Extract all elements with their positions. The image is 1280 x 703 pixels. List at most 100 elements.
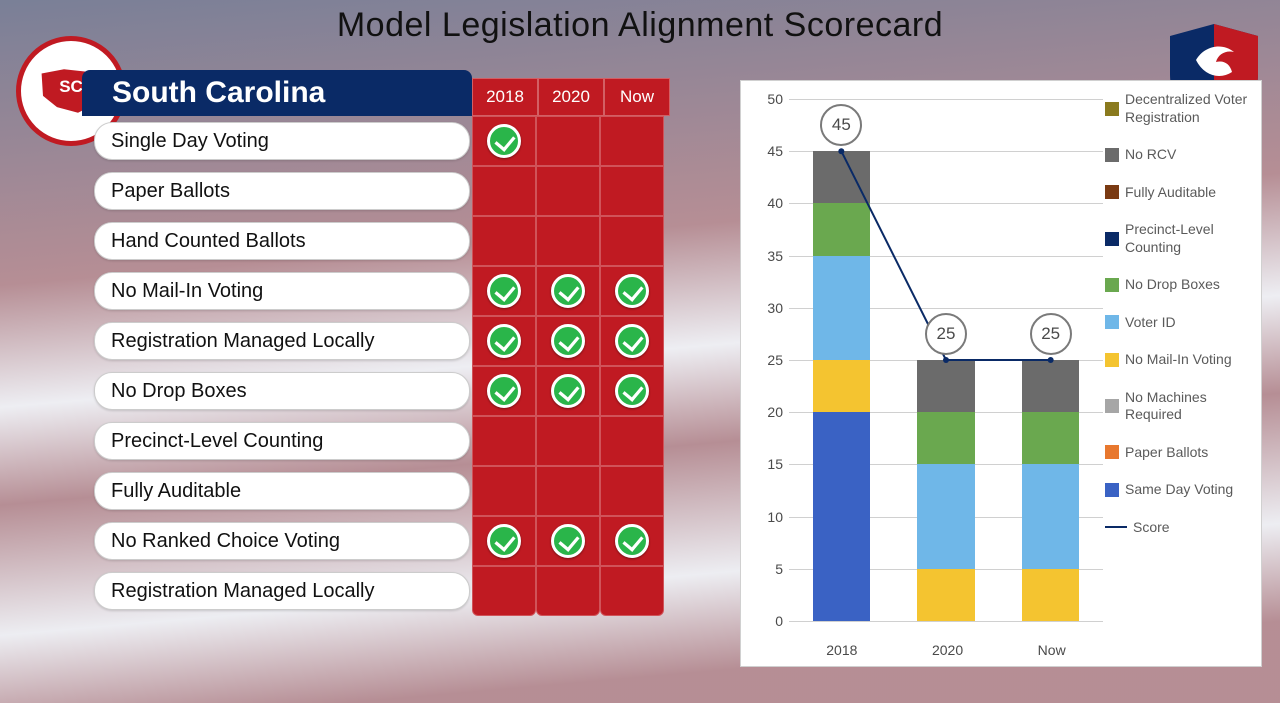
- legend-swatch: [1105, 315, 1119, 329]
- legend-swatch: [1105, 399, 1119, 413]
- state-abbrev: SC: [59, 77, 83, 97]
- check-icon: [615, 274, 649, 308]
- x-tick: 2018: [826, 642, 857, 658]
- legend-label: Fully Auditable: [1125, 184, 1216, 202]
- bar-segment: [813, 203, 871, 255]
- score-cell: [600, 516, 664, 566]
- legend-label: Same Day Voting: [1125, 481, 1233, 499]
- score-cell: [600, 566, 664, 616]
- bar-segment: [917, 412, 975, 464]
- y-tick: 25: [767, 352, 783, 368]
- legend-item: Decentralized Voter Registration: [1105, 91, 1255, 126]
- row-label: Registration Managed Locally: [94, 572, 470, 610]
- bar-segment: [1022, 360, 1080, 412]
- legend-item: Precinct-Level Counting: [1105, 221, 1255, 256]
- check-icon: [551, 274, 585, 308]
- legend-swatch: [1105, 483, 1119, 497]
- bar-segment: [1022, 412, 1080, 464]
- score-cell: [536, 416, 600, 466]
- legend-label: No RCV: [1125, 146, 1176, 164]
- page-title: Model Legislation Alignment Scorecard: [0, 6, 1280, 45]
- check-icon: [551, 374, 585, 408]
- scorecard-table: South Carolina 20182020Now Single Day Vo…: [82, 70, 702, 616]
- check-icon: [487, 524, 521, 558]
- table-row: Paper Ballots: [82, 166, 702, 216]
- y-tick: 15: [767, 456, 783, 472]
- score-cell: [536, 116, 600, 166]
- legend-item: Same Day Voting: [1105, 481, 1255, 499]
- bar-segment: [1022, 464, 1080, 568]
- row-label: Registration Managed Locally: [94, 322, 470, 360]
- check-icon: [487, 324, 521, 358]
- y-tick: 0: [775, 613, 783, 629]
- chart-plot: 452525: [789, 99, 1103, 621]
- table-row: No Mail-In Voting: [82, 266, 702, 316]
- table-row: No Ranked Choice Voting: [82, 516, 702, 566]
- year-header: 2020: [538, 78, 604, 116]
- table-row: Single Day Voting: [82, 116, 702, 166]
- chart-panel: 05101520253035404550 452525 20182020Now …: [740, 80, 1262, 667]
- legend-line-swatch: [1105, 526, 1127, 528]
- table-row: Precinct-Level Counting: [82, 416, 702, 466]
- score-cell: [536, 366, 600, 416]
- score-cell: [600, 116, 664, 166]
- legend-label: Precinct-Level Counting: [1125, 221, 1255, 256]
- table-row: Hand Counted Ballots: [82, 216, 702, 266]
- check-icon: [487, 374, 521, 408]
- score-cell: [536, 266, 600, 316]
- check-icon: [615, 324, 649, 358]
- legend-label: No Machines Required: [1125, 389, 1255, 424]
- legend-item: Fully Auditable: [1105, 184, 1255, 202]
- score-cell: [536, 566, 600, 616]
- score-cell: [600, 266, 664, 316]
- legend-item: Paper Ballots: [1105, 444, 1255, 462]
- score-cell: [536, 316, 600, 366]
- table-row: Registration Managed Locally: [82, 566, 702, 616]
- score-cell: [536, 216, 600, 266]
- y-tick: 45: [767, 143, 783, 159]
- legend-swatch: [1105, 278, 1119, 292]
- row-label: Hand Counted Ballots: [94, 222, 470, 260]
- bar-segment: [1022, 569, 1080, 621]
- score-cell: [472, 516, 536, 566]
- score-cell: [600, 166, 664, 216]
- x-tick: 2020: [932, 642, 963, 658]
- legend-swatch: [1105, 445, 1119, 459]
- score-cell: [536, 516, 600, 566]
- score-cell: [472, 416, 536, 466]
- row-label: No Ranked Choice Voting: [94, 522, 470, 560]
- stage: Model Legislation Alignment Scorecard SC…: [0, 0, 1280, 703]
- legend-item: No Drop Boxes: [1105, 276, 1255, 294]
- check-icon: [551, 324, 585, 358]
- y-tick: 35: [767, 248, 783, 264]
- legend-item: Voter ID: [1105, 314, 1255, 332]
- legend-item: No Machines Required: [1105, 389, 1255, 424]
- legend-swatch: [1105, 148, 1119, 162]
- check-icon: [615, 524, 649, 558]
- bar-segment: [917, 360, 975, 412]
- score-cell: [600, 366, 664, 416]
- y-tick: 50: [767, 91, 783, 107]
- score-cell: [472, 216, 536, 266]
- y-tick: 10: [767, 509, 783, 525]
- legend-label: Voter ID: [1125, 314, 1176, 332]
- x-tick: Now: [1038, 642, 1066, 658]
- legend-label: Paper Ballots: [1125, 444, 1208, 462]
- table-row: Registration Managed Locally: [82, 316, 702, 366]
- legend-item: Score: [1105, 519, 1255, 537]
- score-cell: [600, 316, 664, 366]
- score-cell: [536, 166, 600, 216]
- y-tick: 20: [767, 404, 783, 420]
- score-cell: [600, 466, 664, 516]
- legend-swatch: [1105, 102, 1119, 116]
- y-tick: 40: [767, 195, 783, 211]
- year-header: 2018: [472, 78, 538, 116]
- row-label: Fully Auditable: [94, 472, 470, 510]
- bar-stack: [917, 360, 975, 621]
- bar-segment: [917, 569, 975, 621]
- legend-label: No Mail-In Voting: [1125, 351, 1232, 369]
- legend-item: No RCV: [1105, 146, 1255, 164]
- row-label: Precinct-Level Counting: [94, 422, 470, 460]
- bar-segment: [813, 360, 871, 412]
- table-row: Fully Auditable: [82, 466, 702, 516]
